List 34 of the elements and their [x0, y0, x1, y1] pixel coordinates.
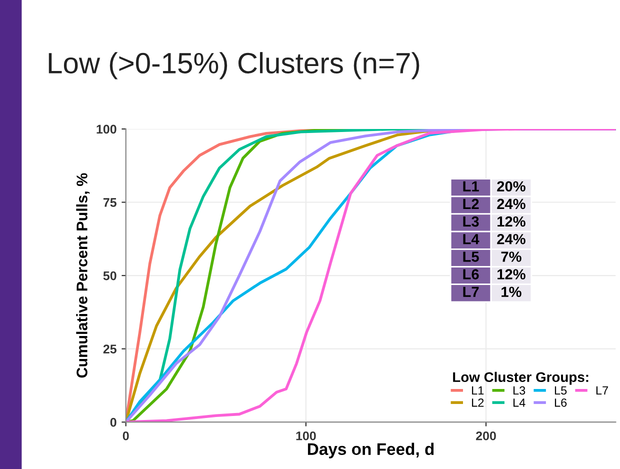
y-tick-label: 50	[103, 271, 116, 280]
legend-label: L4	[513, 398, 526, 407]
annotation: L5	[463, 252, 479, 262]
annotation: 24%	[497, 234, 526, 244]
line-series	[126, 128, 616, 422]
y-tick-label: 25	[103, 344, 116, 354]
annotation: 20%	[497, 181, 526, 192]
annotation: L4	[463, 234, 480, 244]
legend-title: Low Cluster Groups:	[453, 372, 588, 385]
legend-label: L2	[472, 398, 484, 407]
annotation: L1	[463, 181, 479, 192]
annotation: L3	[463, 216, 479, 227]
x-tick-label: 0	[122, 431, 129, 440]
annotation: 7%	[501, 252, 522, 262]
y-tick-label: 0	[110, 418, 116, 427]
annotation: L7	[463, 286, 479, 297]
legend-label: L5	[554, 386, 567, 395]
legend-label: L1	[472, 386, 484, 395]
annotation: 24%	[497, 198, 526, 210]
y-axis-title: Cumulative Percent Pulls, %	[76, 173, 90, 378]
y-tick-label: 75	[103, 198, 116, 207]
legend-label: L7	[596, 386, 608, 395]
legend-label: L6	[554, 398, 567, 407]
annotation: 1%	[502, 286, 522, 298]
x-tick-label: 200	[476, 431, 496, 440]
legend-label: L3	[513, 386, 526, 395]
x-tick-label: 100	[296, 431, 316, 440]
annotation: 12%	[498, 216, 526, 227]
annotation: 12%	[498, 269, 526, 280]
annotation: L2	[463, 198, 479, 209]
x-axis-title: Days on Feed, d	[308, 442, 434, 458]
annotation: L6	[463, 269, 479, 280]
chart-title: Low (>0-15%) Clusters (n=7)	[48, 52, 420, 80]
y-tick-label: 100	[96, 124, 116, 134]
